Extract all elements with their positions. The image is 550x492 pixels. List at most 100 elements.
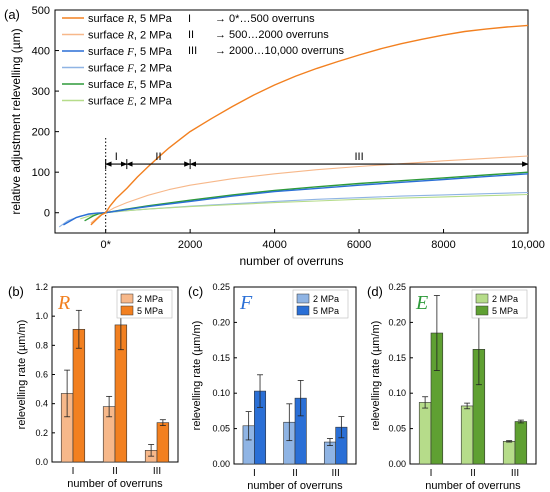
legend-entry: 2 MPa xyxy=(492,294,518,304)
y-tick-label: 1.2 xyxy=(35,282,48,292)
y-tick-label: 0.8 xyxy=(35,340,48,350)
panel-a: (a) 0 100 200 300 400 500 0* 2000 4000 6000 8000 10,… xyxy=(4,5,545,268)
surface-label: E xyxy=(415,292,428,314)
range-label-III: III xyxy=(354,151,363,163)
plot-frame-a xyxy=(54,9,529,234)
range-label-II: II xyxy=(155,151,161,163)
legend-swatch xyxy=(296,293,310,304)
bar-5MPa-III xyxy=(514,421,528,465)
y-tick-label: 1.0 xyxy=(35,311,48,321)
legend: 2 MPa 5 MPa xyxy=(116,289,173,319)
panel-label-a: (a) xyxy=(4,7,20,22)
panel-label: (c) xyxy=(188,284,203,299)
y-tick-label: 0.25 xyxy=(212,282,230,292)
bar-2MPa-II xyxy=(460,405,474,465)
x-tick-label-a: 6000 xyxy=(347,239,371,251)
x-axis-label: number of overruns xyxy=(247,480,343,492)
x-tick-label: II xyxy=(112,466,118,477)
y-tick-label-a: 200 xyxy=(32,127,50,139)
range-description: → 0*…500 overruns xyxy=(215,13,315,25)
range-description-roman: I xyxy=(188,13,191,25)
legend-entry: surface R, 5 MPa xyxy=(88,13,173,25)
y-axis-label: relevelling rate (µm/m) xyxy=(16,320,28,430)
y-tick-label: 0.25 xyxy=(388,282,406,292)
legend: 2 MPa 5 MPa xyxy=(292,289,349,319)
range-description: → 2000…10,000 overruns xyxy=(215,45,345,57)
y-tick-label-a: 300 xyxy=(32,86,50,98)
legend-swatch xyxy=(296,305,310,316)
bar-5MPa-III xyxy=(156,422,170,463)
x-tick-label: II xyxy=(470,468,476,479)
y-tick-label: 0.2 xyxy=(35,428,48,438)
legend-entry: surface E, 2 MPa xyxy=(88,96,173,108)
panel-label: (b) xyxy=(8,284,24,299)
legend-swatch xyxy=(120,293,134,304)
x-tick-label: I xyxy=(253,468,256,479)
y-tick-label-a: 0 xyxy=(44,208,50,220)
y-axis-label: relevelling rate (µm/m) xyxy=(370,321,382,431)
legend-a: surface R, 5 MPa surface R, 2 MPa surface … xyxy=(62,13,173,108)
y-tick-label: 0.05 xyxy=(212,424,230,434)
x-tick-label-a: 4000 xyxy=(262,239,286,251)
y-axis-label: relevelling rate (µm/m) xyxy=(191,321,203,431)
legend-entry: surface E, 5 MPa xyxy=(88,79,173,91)
legend-entry: 5 MPa xyxy=(137,306,163,316)
legend-swatch xyxy=(475,293,489,304)
x-tick-label-a: 2000 xyxy=(178,239,202,251)
y-tick-label: 0.6 xyxy=(35,370,48,380)
y-tick-label: 0.00 xyxy=(212,459,230,469)
x-axis-label: number of overruns xyxy=(425,480,521,492)
y-tick-label: 0.4 xyxy=(35,399,48,409)
legend-entry: 2 MPa xyxy=(313,294,339,304)
y-tick-label-a: 400 xyxy=(32,46,50,58)
x-tick-label-a: 8000 xyxy=(431,239,455,251)
x-tick-label: I xyxy=(430,468,433,479)
range-description: → 500…2000 overruns xyxy=(215,29,329,41)
bar-2MPa-III xyxy=(502,441,516,465)
x-axis-label: number of overruns xyxy=(67,478,163,490)
legend-entry: 2 MPa xyxy=(137,294,163,304)
panel-b: (b) R 0.0 0.2 0.4 0.6 0.8 1.0 1.2 relevelling rat… xyxy=(8,282,179,490)
legend-swatch xyxy=(120,305,134,316)
surface-label: R xyxy=(57,292,70,314)
x-axis-label-a: number of overruns xyxy=(239,254,343,268)
range-label-I: I xyxy=(115,151,118,163)
y-tick-label: 0.10 xyxy=(212,388,230,398)
legend-entry: surface F, 2 MPa xyxy=(88,63,173,75)
y-tick-label: 0.05 xyxy=(388,424,406,434)
range-description-roman: II xyxy=(188,29,194,41)
x-tick-label: III xyxy=(153,466,161,477)
y-tick-label: 0.0 xyxy=(35,457,48,467)
y-tick-label: 0.10 xyxy=(388,388,406,398)
legend-entry: 5 MPa xyxy=(313,306,339,316)
y-axis-label-a: relative adjustment relevelling (µm) xyxy=(9,28,23,214)
surface-label: F xyxy=(239,292,253,314)
y-tick-label: 0.15 xyxy=(388,353,406,363)
y-tick-label: 0.20 xyxy=(388,317,406,327)
series-line-F-5MPa xyxy=(63,173,529,226)
y-tick-label: 0.20 xyxy=(212,317,230,327)
y-tick-label-a: 500 xyxy=(32,5,50,17)
legend-entry: surface F, 5 MPa xyxy=(88,46,173,58)
y-tick-label: 0.15 xyxy=(212,353,230,363)
panel-label: (d) xyxy=(367,284,383,299)
panel-c: (c) F 0.00 0.05 0.10 0.15 0.20 0.25 relevelling … xyxy=(188,282,357,492)
bar-5MPa-I xyxy=(72,328,86,463)
x-tick-label-a: 10,000 xyxy=(511,239,545,251)
legend-entry: surface R, 2 MPa xyxy=(88,30,173,42)
x-tick-label: II xyxy=(292,468,298,479)
legend: 2 MPa 5 MPa xyxy=(471,289,528,319)
x-tick-label: III xyxy=(511,468,519,479)
bar-2MPa-I xyxy=(418,402,432,465)
y-tick-label-a: 100 xyxy=(32,167,50,179)
y-tick-label: 0.00 xyxy=(388,459,406,469)
legend-entry: 5 MPa xyxy=(492,306,518,316)
series-line-R-5MPa xyxy=(90,24,529,226)
x-tick-label: III xyxy=(331,468,339,479)
panel-d: (d) E 0.00 0.05 0.10 0.15 0.20 0.25 relevelling … xyxy=(367,282,537,492)
legend-swatch xyxy=(475,305,489,316)
range-description-roman: III xyxy=(188,45,197,57)
x-tick-label-a: 0* xyxy=(100,239,111,251)
x-tick-label: I xyxy=(72,466,75,477)
